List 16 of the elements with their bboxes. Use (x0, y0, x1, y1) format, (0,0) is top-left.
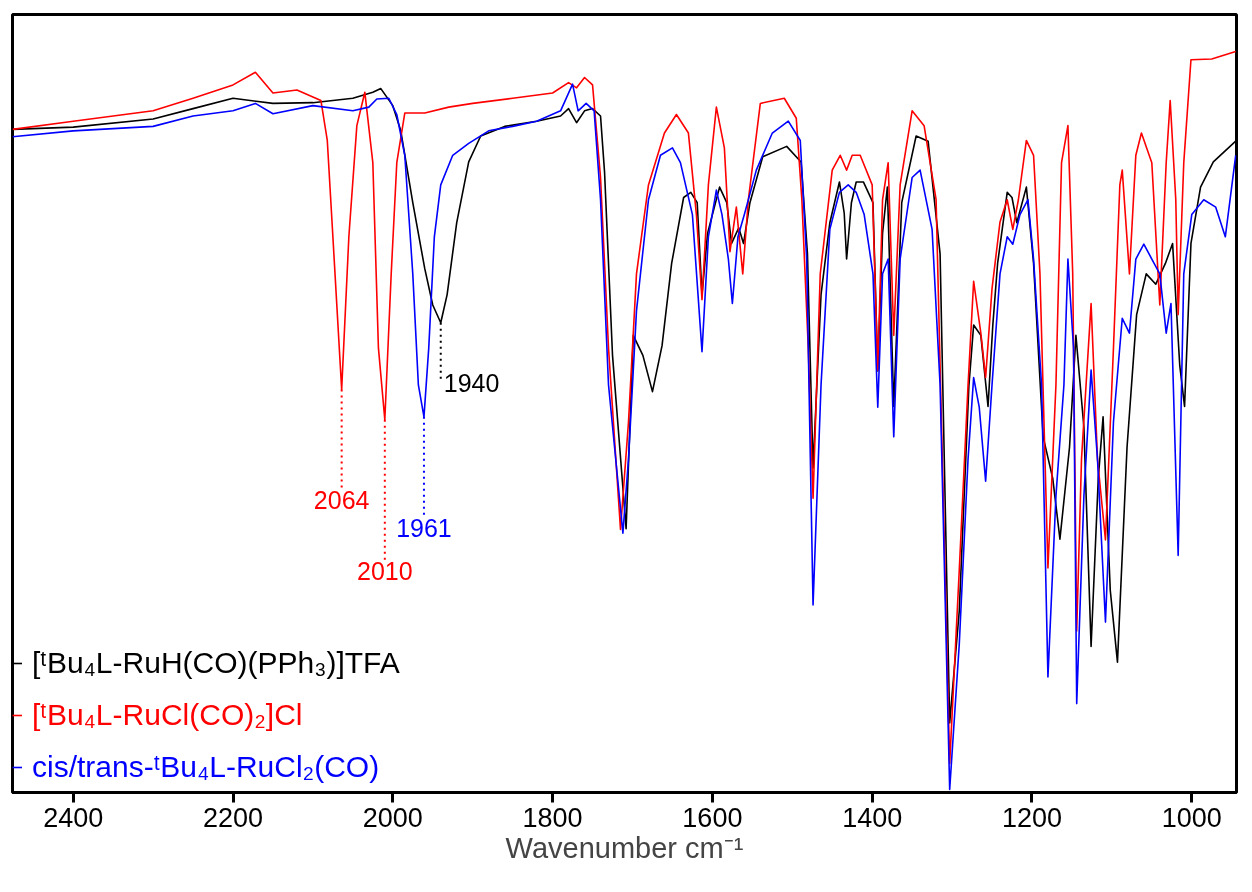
x-tick-label: 1400 (842, 802, 903, 833)
annotation: 2010 (357, 556, 413, 585)
x-tick-label: 2200 (202, 802, 264, 833)
legend-label: [ᵗBu₄L-RuH(CO)(PPh₃)]TFA (32, 646, 400, 680)
legend-label: cis/trans-ᵗBu₄L-RuCl₂(CO) (32, 750, 380, 784)
annotation: 2064 (313, 486, 370, 515)
x-tick-label: 1600 (682, 802, 743, 833)
annotation: 1961 (396, 513, 452, 542)
x-tick-label: 2000 (362, 802, 423, 833)
x-tick-label: 1800 (522, 802, 583, 833)
legend-label: [ᵗBu₄L-RuCl(CO)₂]Cl (32, 698, 303, 732)
annotation: 1940 (443, 368, 500, 397)
x-tick-label: 1200 (1001, 802, 1063, 833)
x-axis-title: Wavenumber cm⁻¹ (505, 831, 744, 864)
x-tick-label: 1000 (1161, 802, 1222, 833)
x-tick-label: 2400 (43, 802, 104, 833)
